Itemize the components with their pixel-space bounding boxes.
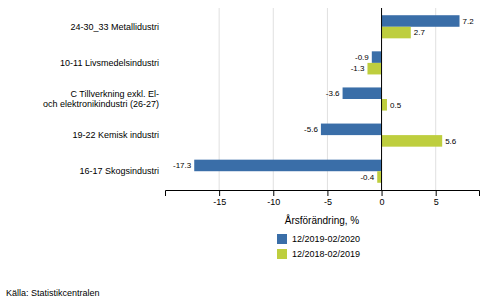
legend-label: 12/2019-02/2020 bbox=[292, 234, 360, 244]
y-tick: 19-22 Kemisk industri bbox=[72, 130, 165, 140]
legend-swatch bbox=[277, 234, 287, 244]
x-tick-mark bbox=[219, 190, 220, 196]
y-tick-label: 10-11 Livsmedelsindustri bbox=[60, 58, 159, 68]
y-tick-label: C Tillverkning exkl. El-och elektronikin… bbox=[43, 89, 159, 109]
data-label: -17.3 bbox=[173, 161, 192, 170]
plot: -17.3 -5.6 -3.6 -0.9 7.2 -0.4 5.6 0.5 -1.3 2.7 -15… bbox=[43, 8, 480, 207]
bar bbox=[382, 15, 460, 27]
bar bbox=[382, 99, 387, 111]
bar bbox=[343, 87, 382, 99]
x-tick-label: 5 bbox=[434, 197, 439, 207]
x-axis-title: Årsförändring, % bbox=[285, 214, 360, 226]
data-label: -0.4 bbox=[360, 173, 374, 182]
y-tick: C Tillverkning exkl. El-och elektronikin… bbox=[43, 89, 165, 109]
x-tick-mark bbox=[327, 190, 328, 196]
chart: -17.3 -5.6 -3.6 -0.9 7.2 -0.4 5.6 0.5 -1.3 2.7 -15… bbox=[0, 0, 493, 304]
data-label: 2.7 bbox=[414, 28, 426, 37]
bar bbox=[321, 124, 382, 136]
data-label: 0.5 bbox=[390, 101, 402, 110]
grid-line bbox=[381, 8, 382, 190]
legend-label: 12/2018-02/2019 bbox=[292, 249, 360, 259]
bar bbox=[382, 135, 443, 147]
data-label: -0.9 bbox=[355, 53, 369, 62]
y-tick-label: 19-22 Kemisk industri bbox=[72, 130, 159, 140]
x-axis: -15 -10 -5 0 5 bbox=[166, 190, 480, 207]
legend-item: 12/2018-02/2019 bbox=[277, 249, 360, 259]
legend-item: 12/2019-02/2020 bbox=[277, 234, 360, 244]
x-tick: 0 bbox=[380, 190, 385, 207]
bar bbox=[377, 171, 381, 183]
y-tick: 24-30_33 Metallidustri bbox=[70, 22, 165, 32]
data-label: -5.6 bbox=[304, 125, 318, 134]
y-axis: 16-17 Skogsindustri 19-22 Kemisk industri… bbox=[43, 22, 165, 176]
x-tick-label: 0 bbox=[380, 197, 385, 207]
x-tick-mark bbox=[436, 190, 437, 196]
x-tick: -5 bbox=[324, 190, 332, 207]
series bbox=[194, 15, 459, 171]
x-tick-mark bbox=[273, 190, 274, 196]
x-tick: -15 bbox=[213, 190, 226, 207]
data-label: 7.2 bbox=[463, 17, 475, 26]
bar bbox=[194, 160, 381, 172]
bars bbox=[194, 15, 459, 183]
legend: 12/2019-02/2020 12/2018-02/2019 bbox=[277, 234, 360, 259]
bar bbox=[367, 63, 381, 75]
y-tick-label: 16-17 Skogsindustri bbox=[79, 166, 159, 176]
y-tick-label: 24-30_33 Metallidustri bbox=[70, 22, 159, 32]
data-label: -3.6 bbox=[326, 89, 340, 98]
x-tick: 5 bbox=[434, 190, 439, 207]
data-labels: -17.3 -5.6 -3.6 -0.9 7.2 -0.4 5.6 0.5 -1.3 2.7 bbox=[173, 17, 474, 182]
bar bbox=[382, 27, 411, 39]
y-tick: 16-17 Skogsindustri bbox=[79, 166, 165, 176]
x-tick: -10 bbox=[267, 190, 280, 207]
data-label: -1.3 bbox=[351, 64, 365, 73]
zero-line bbox=[381, 8, 382, 190]
x-tick-label: -10 bbox=[267, 197, 280, 207]
y-tick: 10-11 Livsmedelsindustri bbox=[60, 58, 165, 68]
x-tick-mark bbox=[382, 190, 383, 196]
data-label: 5.6 bbox=[445, 137, 457, 146]
legend-swatch bbox=[277, 249, 287, 259]
x-tick-label: -5 bbox=[324, 197, 332, 207]
bar bbox=[372, 51, 382, 63]
x-axis-line bbox=[166, 191, 480, 197]
source: Källa: Statistikcentralen bbox=[6, 288, 100, 298]
x-tick-label: -15 bbox=[213, 197, 226, 207]
series bbox=[367, 27, 442, 183]
grid-line bbox=[435, 8, 436, 190]
